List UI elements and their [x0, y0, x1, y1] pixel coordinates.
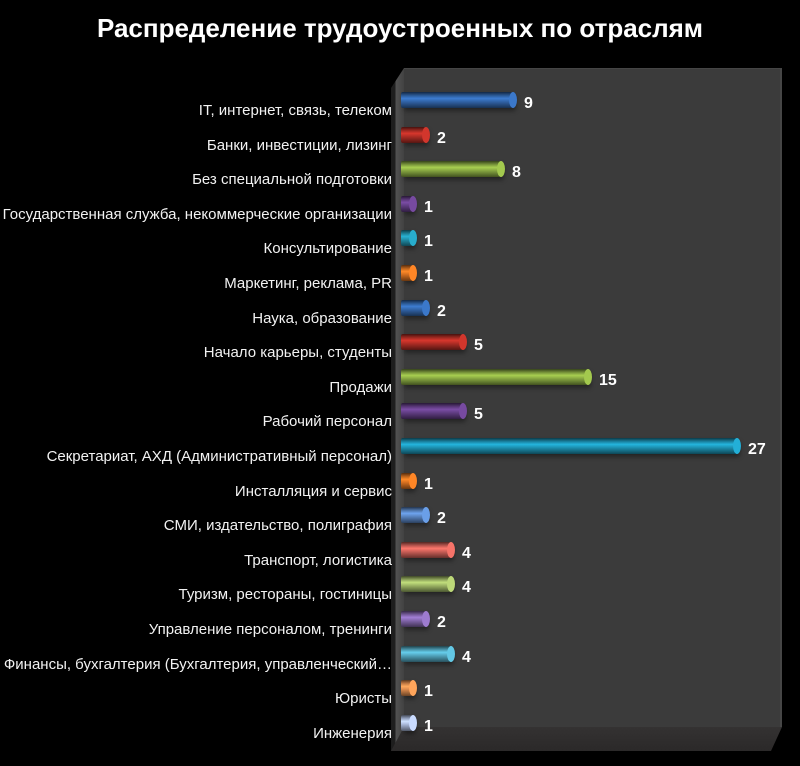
bar-end-cap: [447, 541, 455, 558]
bar: [401, 541, 455, 558]
value-label: 2: [437, 614, 446, 631]
value-label: 1: [424, 717, 433, 735]
category-label: Инженерия: [313, 724, 392, 742]
category-label: Секретариат, АХД (Административный персо…: [46, 448, 392, 465]
category-label: Рабочий персонал: [262, 413, 392, 431]
bar-end-cap: [422, 611, 430, 627]
bar-end-cap: [584, 368, 592, 385]
bar-end-cap: [422, 126, 430, 143]
value-label: 1: [424, 475, 433, 493]
bar: [401, 368, 592, 385]
bar-end-cap: [447, 645, 455, 662]
chart-title: Распределение трудоустроенных по отрасля…: [96, 13, 704, 43]
bar-end-cap: [409, 714, 417, 731]
category-label: Государственная служба, некоммерческие о…: [2, 205, 392, 223]
category-label: Маркетинг, реклама, PR: [224, 275, 392, 292]
bar: [401, 161, 505, 178]
value-label: 2: [437, 510, 446, 528]
value-label: 9: [524, 95, 533, 112]
bar-end-cap: [459, 334, 467, 351]
category-label: Финансы, бухгалтерия (Бухгалтерия, управ…: [3, 655, 392, 673]
bar: [401, 265, 417, 281]
bar: [401, 611, 430, 627]
value-label: 4: [462, 648, 471, 666]
plot-floor: [391, 727, 782, 751]
bar: [401, 195, 417, 212]
category-label: Наука, образование: [252, 309, 392, 327]
bar-end-cap: [409, 265, 417, 281]
plot-side-wall: [391, 68, 404, 751]
value-label: 2: [437, 302, 446, 320]
bar-end-cap: [409, 472, 417, 489]
bar-end-cap: [409, 195, 417, 212]
category-label: Юристы: [334, 690, 392, 708]
category-label: Без специальной подготовки: [192, 171, 392, 189]
bar-end-cap: [733, 438, 741, 454]
bar: [401, 92, 517, 108]
bar: [401, 403, 467, 420]
value-label: 1: [424, 198, 433, 216]
bar: [401, 472, 417, 489]
bar-end-cap: [497, 161, 505, 178]
value-label: 15: [599, 371, 617, 389]
value-label: 1: [424, 233, 433, 251]
bar: [401, 299, 430, 316]
bar: [401, 334, 467, 351]
bar-end-cap: [459, 403, 467, 420]
value-label: 5: [474, 337, 483, 355]
value-label: 1: [424, 268, 433, 285]
category-label: Управление персоналом, тренинги: [148, 621, 392, 638]
bar-end-cap: [422, 507, 430, 524]
category-label: Банки, инвестиции, лизинг: [206, 136, 392, 154]
bar-end-cap: [422, 299, 430, 316]
plot-back-wall: [404, 68, 782, 727]
bar: [401, 680, 417, 697]
bar-end-cap: [509, 92, 517, 108]
bar-end-cap: [409, 230, 417, 247]
category-label: СМИ, издательство, полиграфия: [163, 517, 392, 535]
bar: [401, 576, 455, 593]
category-label: Консультирование: [263, 240, 392, 258]
value-label: 27: [748, 441, 766, 458]
bar-end-cap: [409, 680, 417, 697]
value-label: 5: [474, 406, 483, 424]
bar: [401, 126, 430, 143]
bar: [401, 507, 430, 524]
value-label: 4: [462, 579, 471, 597]
category-label: IT, интернет, связь, телеком: [198, 102, 392, 119]
category-label: Туризм, рестораны, гостиницы: [178, 586, 392, 604]
category-label: Продажи: [329, 378, 392, 396]
category-label: Инсталляция и сервис: [234, 482, 392, 500]
value-label: 8: [512, 164, 521, 182]
value-label: 1: [424, 683, 433, 701]
bar: [401, 438, 741, 454]
category-label: Транспорт, логистика: [244, 551, 392, 569]
bar: [401, 645, 455, 662]
bar-end-cap: [447, 576, 455, 593]
value-label: 4: [462, 544, 471, 562]
bar: [401, 714, 417, 731]
category-label: Начало карьеры, студенты: [203, 344, 392, 362]
bar: [401, 230, 417, 247]
value-label: 2: [437, 129, 446, 147]
